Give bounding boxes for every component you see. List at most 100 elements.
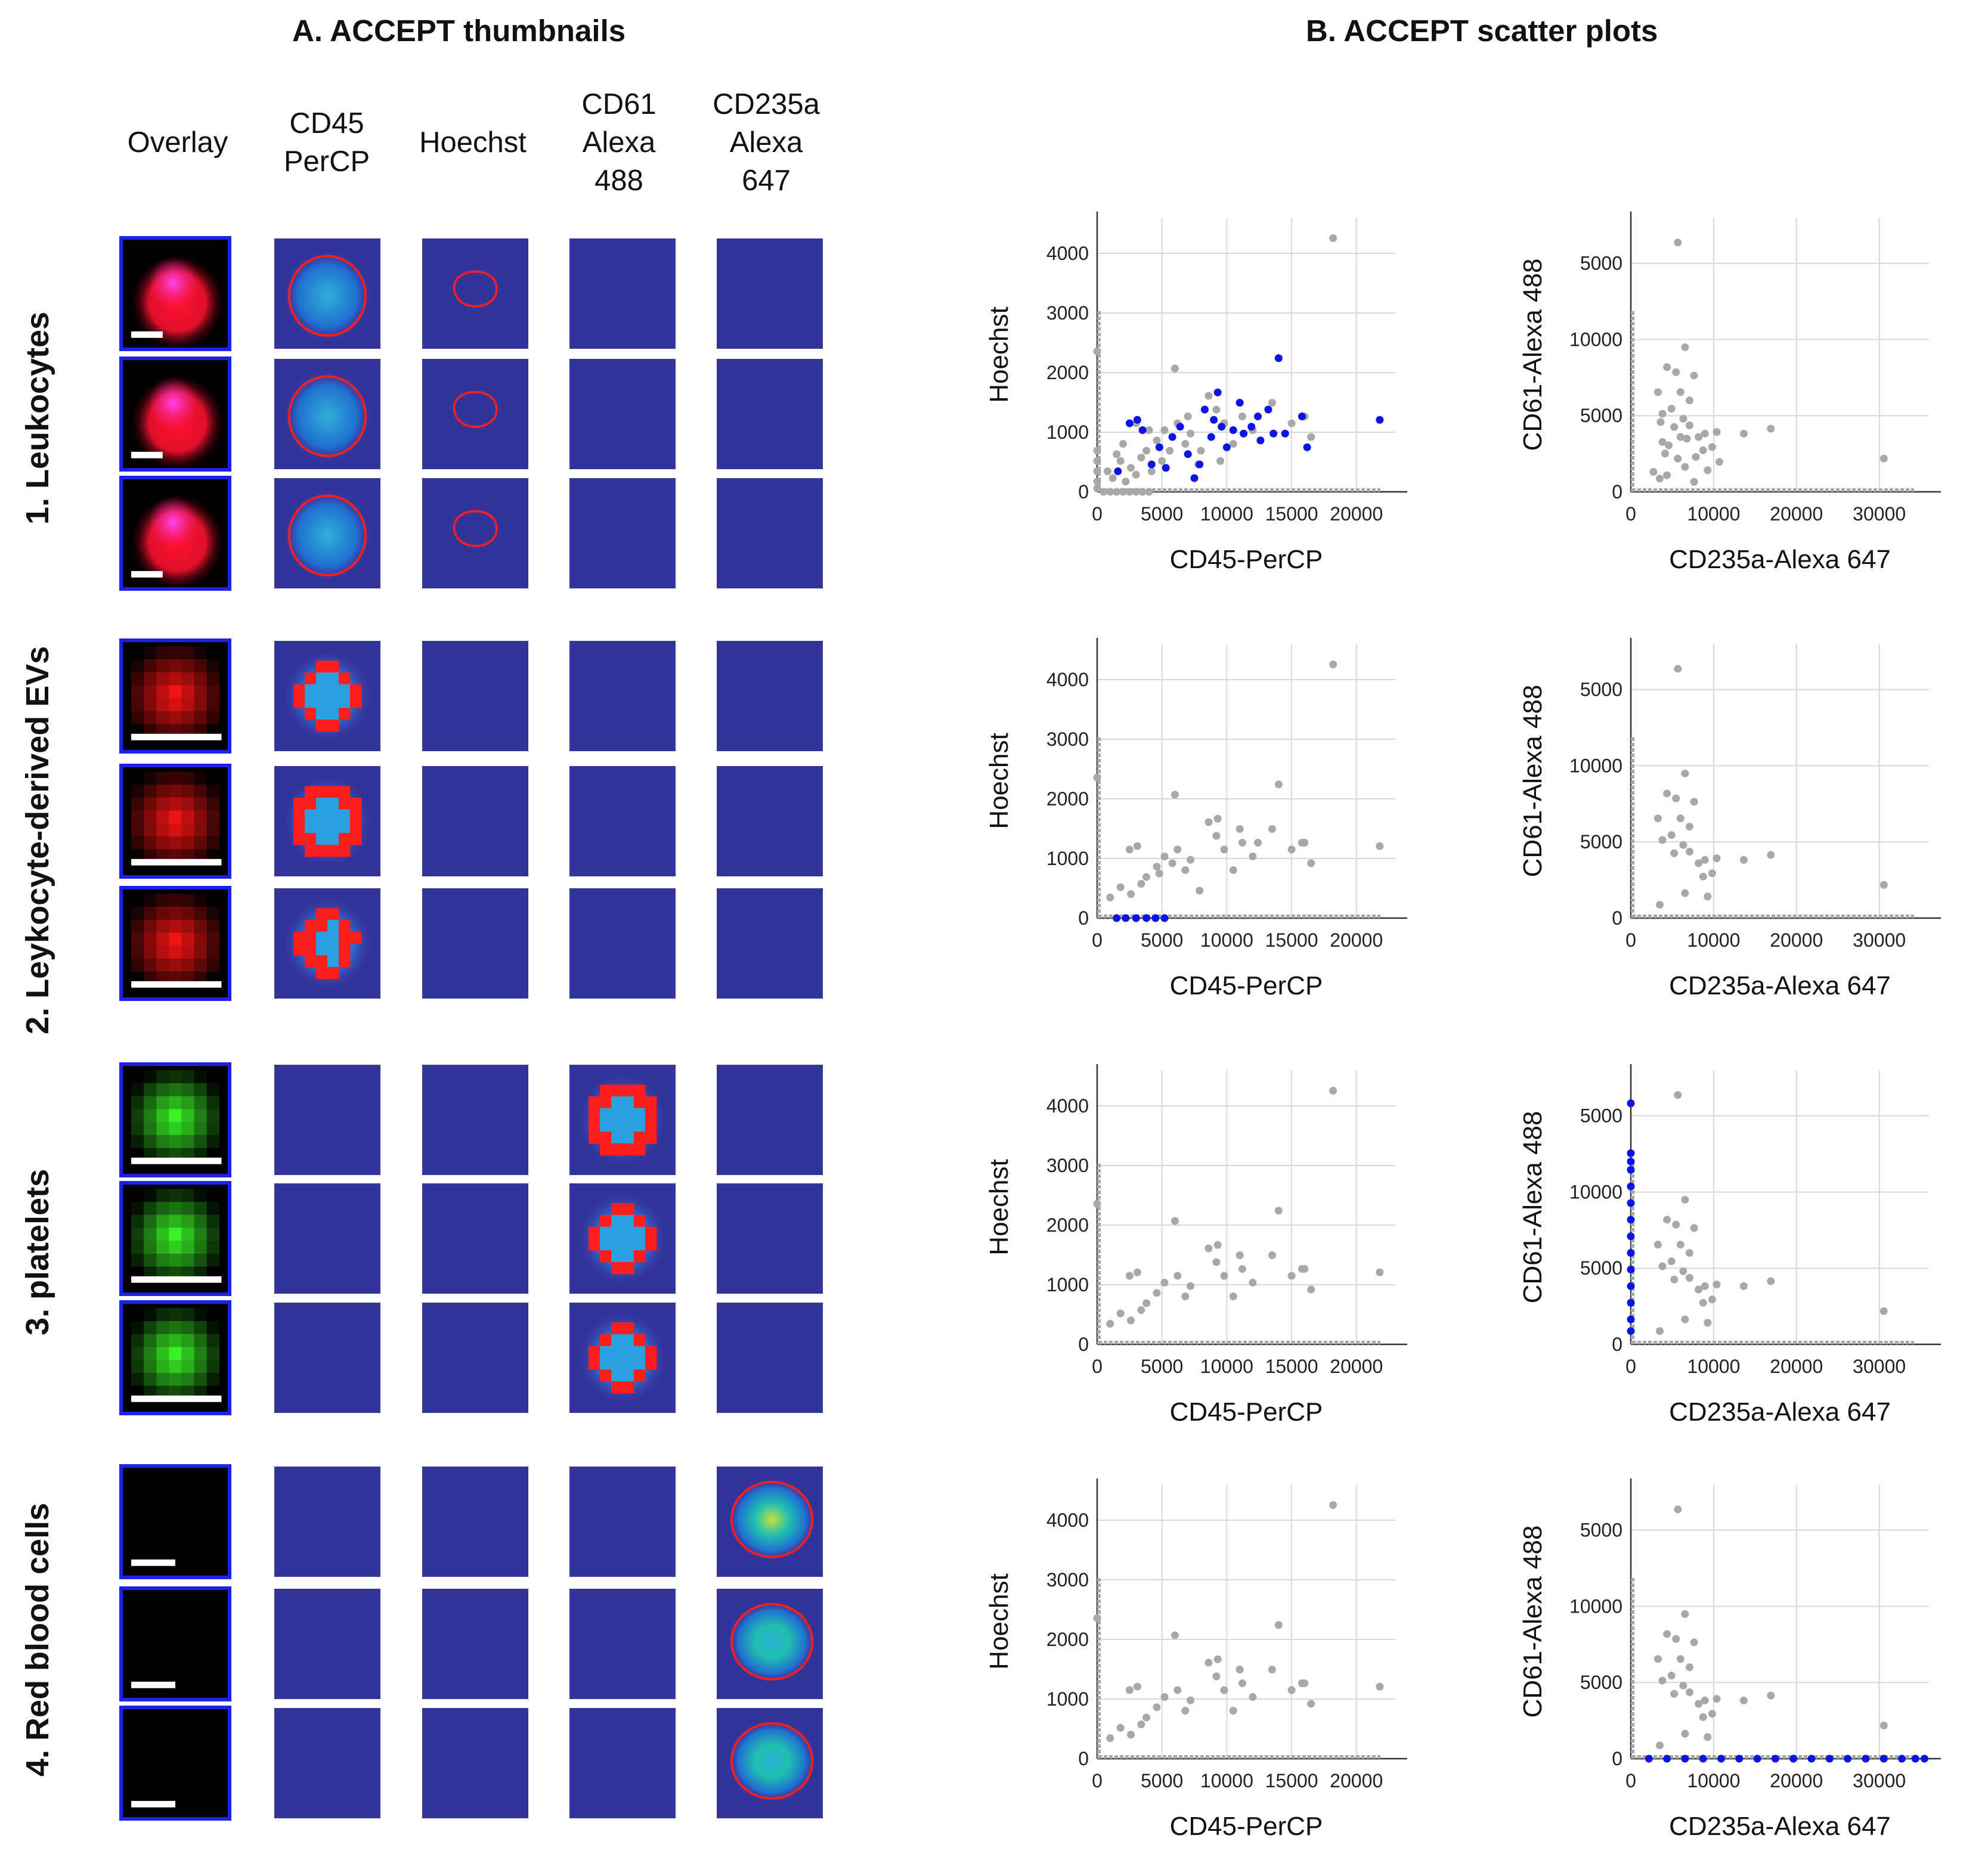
data-point bbox=[1627, 1266, 1635, 1274]
data-point bbox=[1132, 488, 1140, 496]
overlay-thumbnail bbox=[119, 764, 231, 879]
data-point bbox=[1695, 859, 1703, 867]
y-tick-label: 5000 bbox=[1580, 1672, 1622, 1693]
data-point bbox=[1229, 1707, 1237, 1715]
data-point bbox=[1627, 1282, 1635, 1290]
data-point bbox=[1685, 847, 1693, 855]
data-point bbox=[1695, 1285, 1703, 1294]
data-point bbox=[1287, 419, 1296, 427]
data-point bbox=[1627, 1099, 1635, 1108]
data-point bbox=[1713, 428, 1721, 436]
y-tick-label: 2000 bbox=[1046, 1214, 1089, 1236]
channel-thumbnail bbox=[274, 359, 380, 469]
channel-thumbnail bbox=[569, 1183, 676, 1294]
column-header-line: Hoechst bbox=[419, 126, 527, 159]
data-point bbox=[1699, 1713, 1707, 1721]
channel-thumbnail bbox=[717, 1183, 823, 1294]
data-point bbox=[1692, 452, 1700, 461]
data-point bbox=[1125, 419, 1134, 427]
channel-thumbnail bbox=[274, 238, 380, 349]
data-point bbox=[1106, 894, 1114, 901]
data-point bbox=[1093, 467, 1101, 475]
y-tick-label: 5000 bbox=[1580, 679, 1622, 700]
y-tick-label: 1000 bbox=[1046, 1274, 1089, 1295]
y-tick-label: 4000 bbox=[1046, 669, 1089, 690]
x-axis-label: CD235a-Alexa 647 bbox=[1669, 545, 1891, 574]
data-point bbox=[1298, 413, 1306, 420]
data-point bbox=[1125, 1272, 1134, 1280]
y-tick-label: 10000 bbox=[1569, 1595, 1622, 1617]
x-axis-label: CD45-PerCP bbox=[1170, 971, 1323, 1000]
channel-thumbnail bbox=[717, 359, 823, 469]
x-tick-label: 10000 bbox=[1687, 1356, 1740, 1377]
data-point bbox=[1329, 661, 1337, 668]
data-point bbox=[1658, 410, 1667, 418]
data-point bbox=[1155, 869, 1163, 878]
data-point bbox=[1213, 814, 1222, 823]
data-point bbox=[1216, 457, 1225, 465]
data-point bbox=[1145, 488, 1153, 496]
data-point bbox=[1093, 457, 1101, 465]
channel-thumbnail bbox=[274, 1467, 380, 1577]
data-point bbox=[1162, 464, 1170, 472]
data-point bbox=[1685, 823, 1693, 831]
x-tick-label: 10000 bbox=[1200, 929, 1253, 951]
channel-thumbnail bbox=[422, 641, 528, 751]
data-point bbox=[1627, 1315, 1635, 1323]
data-point bbox=[1658, 836, 1667, 844]
data-point bbox=[1649, 468, 1658, 476]
data-point bbox=[1701, 429, 1709, 438]
data-point bbox=[1137, 454, 1145, 461]
data-point bbox=[1704, 1319, 1712, 1327]
data-point bbox=[1173, 845, 1182, 854]
data-point bbox=[1116, 883, 1125, 891]
data-point bbox=[1701, 855, 1709, 864]
data-point bbox=[1674, 454, 1682, 463]
data-point bbox=[1879, 1754, 1888, 1763]
data-point bbox=[1187, 855, 1195, 864]
data-point bbox=[1676, 433, 1684, 441]
data-point bbox=[1160, 426, 1169, 434]
x-tick-label: 30000 bbox=[1853, 1770, 1906, 1791]
y-tick-label: 10000 bbox=[1569, 328, 1622, 350]
x-tick-label: 5000 bbox=[1141, 929, 1183, 951]
section-b-title: B. ACCEPT scatter plots bbox=[1306, 14, 1658, 48]
data-point bbox=[1160, 853, 1169, 860]
data-point bbox=[1685, 1663, 1693, 1672]
data-point bbox=[1663, 471, 1671, 479]
data-point bbox=[1627, 1298, 1635, 1307]
column-header-line: CD61 bbox=[581, 88, 657, 120]
data-point bbox=[1695, 1700, 1703, 1708]
scatter-plot-1-right: 0 10000 20000 30000 0 5000 10000 5000 CD235a-Ale… bbox=[1512, 206, 1977, 575]
data-point bbox=[1713, 1281, 1721, 1289]
data-point bbox=[1681, 769, 1689, 777]
data-point bbox=[1674, 1091, 1682, 1099]
data-point bbox=[1627, 1199, 1635, 1207]
data-point bbox=[1181, 1292, 1190, 1300]
data-point bbox=[1127, 890, 1135, 898]
y-axis-label: Hoechst bbox=[984, 1159, 1014, 1255]
data-point bbox=[1197, 447, 1205, 455]
column-header-hoechst: Hoechst bbox=[398, 123, 547, 162]
overlay-thumbnail bbox=[119, 1586, 231, 1701]
channel-thumbnail bbox=[422, 478, 528, 588]
data-point bbox=[1685, 396, 1693, 405]
data-point bbox=[1655, 1741, 1664, 1750]
data-point bbox=[1658, 1676, 1667, 1685]
data-point bbox=[1653, 1655, 1662, 1663]
channel-thumbnail bbox=[569, 1708, 676, 1818]
data-point bbox=[1685, 421, 1693, 429]
data-point bbox=[1627, 1149, 1635, 1157]
data-point bbox=[1247, 423, 1256, 431]
data-point bbox=[1196, 886, 1204, 895]
x-tick-label: 30000 bbox=[1853, 1356, 1906, 1377]
data-point bbox=[1170, 1217, 1179, 1225]
data-point bbox=[1133, 1682, 1141, 1691]
data-point bbox=[1681, 463, 1689, 471]
data-point bbox=[1376, 1682, 1384, 1691]
data-point bbox=[1690, 478, 1698, 486]
x-tick-label: 20000 bbox=[1330, 503, 1383, 525]
data-point bbox=[1663, 789, 1671, 798]
channel-thumbnail bbox=[422, 1183, 528, 1294]
y-tick-label: 3000 bbox=[1046, 302, 1089, 324]
